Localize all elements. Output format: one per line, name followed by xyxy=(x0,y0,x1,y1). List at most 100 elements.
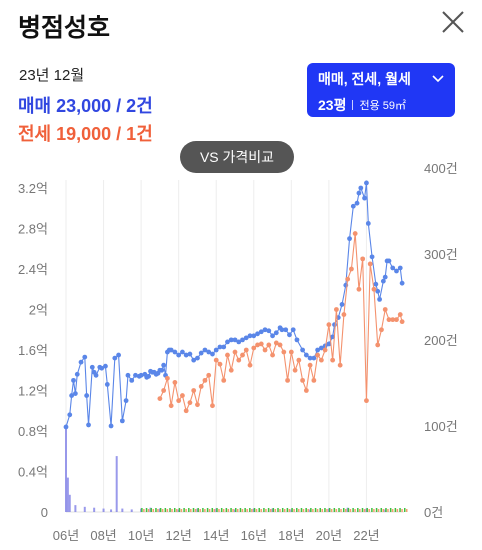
jeonse-data-point xyxy=(382,307,388,312)
volume-bar xyxy=(199,509,201,512)
volume-bar xyxy=(296,508,298,512)
jeonse-summary: 전세 19,000 / 1건 xyxy=(18,124,153,144)
volume-bar xyxy=(239,508,242,512)
sale-data-point xyxy=(364,180,369,186)
sale-data-point xyxy=(82,354,88,360)
sale-data-point xyxy=(129,377,135,383)
volume-bar xyxy=(328,508,331,512)
volume-bar xyxy=(363,509,366,512)
sale-data-point xyxy=(339,302,345,307)
y-tick-label: 1.6억 xyxy=(18,343,48,358)
jeonse-data-point xyxy=(292,367,298,373)
volume-bar xyxy=(211,508,214,512)
volume-bar xyxy=(110,509,113,512)
jeonse-data-point xyxy=(258,341,264,347)
volume-bar xyxy=(382,509,385,512)
volume-bar xyxy=(335,509,338,512)
jeonse-data-point xyxy=(307,362,313,368)
sale-data-point xyxy=(84,393,90,398)
jeonse-data-point xyxy=(326,322,332,328)
compare-button[interactable]: VS 가격비교 xyxy=(180,141,294,173)
volume-bar xyxy=(152,509,154,512)
volume-bar xyxy=(161,509,164,512)
jeonse-data-point xyxy=(168,403,174,409)
jeonse-data-point xyxy=(187,400,193,406)
sale-data-point xyxy=(394,268,399,274)
sale-data-point xyxy=(138,372,144,378)
volume-bar xyxy=(286,508,289,512)
volume-bar xyxy=(157,509,159,512)
sale-data-point xyxy=(180,349,185,355)
volume-bar xyxy=(255,509,258,512)
sale-data-point xyxy=(262,327,268,333)
volume-bar xyxy=(225,508,228,512)
jeonse-data-point xyxy=(345,276,351,282)
trade-type-selector[interactable]: 매매, 전세, 월세 23평 전용 59㎡ xyxy=(307,63,455,117)
volume-bar xyxy=(338,508,340,512)
volume-bar xyxy=(385,508,387,512)
volume-bar xyxy=(235,508,237,512)
sale-data-point xyxy=(86,422,91,428)
volume-bar xyxy=(230,508,232,512)
volume-bar xyxy=(324,508,326,512)
volume-bar xyxy=(173,508,176,512)
sale-data-point xyxy=(225,339,230,345)
volume-bar xyxy=(183,508,185,512)
y2-tick-label: 100건 xyxy=(424,419,458,434)
close-icon[interactable] xyxy=(440,9,466,35)
sale-data-point xyxy=(311,355,317,361)
sale-data-point xyxy=(236,339,242,345)
x-tick-label: 18년 xyxy=(278,528,304,543)
sale-data-point xyxy=(373,281,379,287)
volume-bar xyxy=(359,509,361,512)
x-tick-label: 08년 xyxy=(90,528,116,543)
jeonse-data-point xyxy=(399,319,405,325)
sale-data-point xyxy=(119,418,125,424)
volume-bar xyxy=(305,508,307,512)
volume-bar xyxy=(375,508,378,512)
volume-bar xyxy=(232,509,234,512)
volume-bar xyxy=(380,508,383,512)
volume-bar xyxy=(277,508,279,512)
volume-bar xyxy=(194,509,197,512)
jeonse-data-point xyxy=(303,388,309,393)
jeonse-data-point xyxy=(371,286,377,292)
jeonse-data-point xyxy=(322,347,328,353)
volume-bar xyxy=(143,509,145,512)
volume-bar xyxy=(164,508,167,512)
sale-data-point xyxy=(255,331,260,337)
y2-tick-label: 200건 xyxy=(424,333,458,348)
volume-bar xyxy=(121,508,124,512)
pyeong-label: 23평 xyxy=(318,97,347,113)
x-tick-label: 06년 xyxy=(53,528,79,543)
volume-bar xyxy=(249,508,251,512)
volume-bar xyxy=(267,508,270,512)
volume-bar xyxy=(377,509,380,512)
volume-bar xyxy=(166,509,169,512)
sale-data-point xyxy=(287,332,292,338)
volume-bar xyxy=(227,509,230,512)
volume-bar xyxy=(155,508,157,512)
sale-data-point xyxy=(303,352,309,358)
volume-bar xyxy=(404,508,406,512)
y2-tick-label: 0건 xyxy=(424,505,443,520)
sale-data-point xyxy=(273,330,279,336)
volume-bar xyxy=(310,508,312,512)
jeonse-data-point xyxy=(161,388,167,393)
volume-bar xyxy=(396,509,399,512)
sale-data-point xyxy=(161,362,167,368)
jeonse-data-point xyxy=(262,347,268,353)
sale-data-point xyxy=(270,333,275,339)
volume-bar xyxy=(300,508,303,512)
volume-bar xyxy=(258,508,260,512)
sale-data-point xyxy=(146,373,152,379)
volume-bar xyxy=(293,509,295,512)
volume-bar xyxy=(102,508,105,512)
sale-data-point xyxy=(326,341,332,347)
sale-data-point xyxy=(78,359,84,365)
jeonse-data-point xyxy=(379,327,384,333)
sale-data-point xyxy=(397,265,403,271)
volume-bar xyxy=(147,509,150,512)
sale-data-point xyxy=(315,347,321,353)
